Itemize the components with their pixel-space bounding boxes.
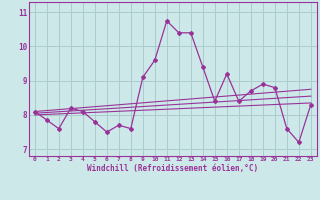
X-axis label: Windchill (Refroidissement éolien,°C): Windchill (Refroidissement éolien,°C)	[87, 164, 258, 173]
